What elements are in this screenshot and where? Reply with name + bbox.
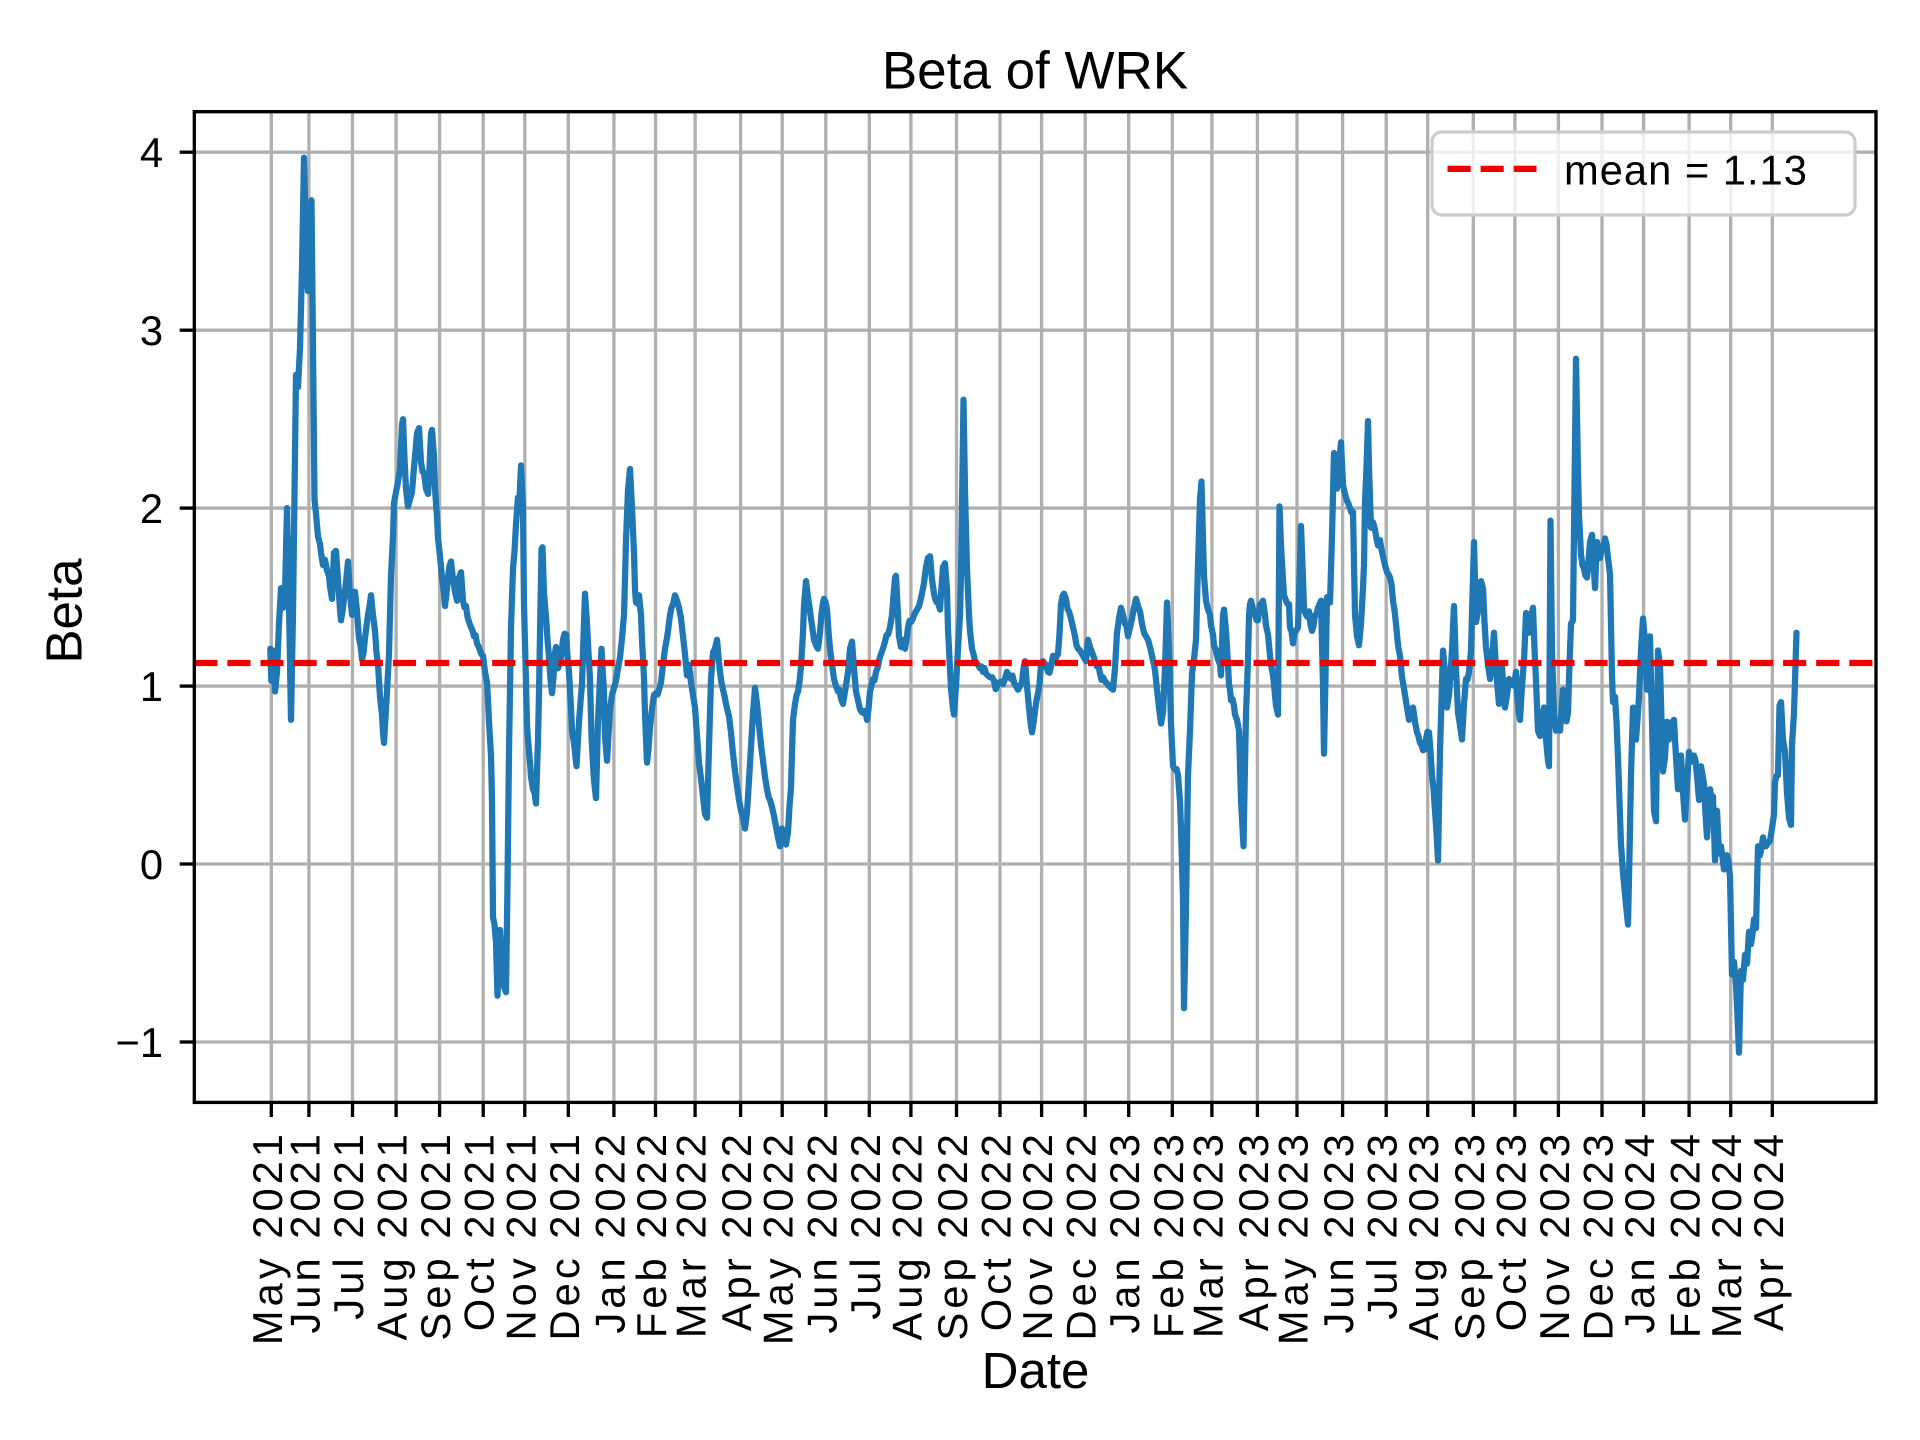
svg-text:Sep 2022: Sep 2022	[929, 1130, 976, 1341]
svg-text:Jul 2021: Jul 2021	[325, 1130, 372, 1320]
svg-text:Mar 2022: Mar 2022	[668, 1130, 715, 1338]
svg-text:Jun 2023: Jun 2023	[1315, 1130, 1362, 1334]
svg-text:Apr 2024: Apr 2024	[1745, 1130, 1792, 1331]
svg-text:Sep 2023: Sep 2023	[1446, 1130, 1493, 1341]
svg-text:1: 1	[140, 663, 163, 710]
svg-text:May 2023: May 2023	[1270, 1130, 1317, 1345]
svg-text:mean = 1.13: mean = 1.13	[1564, 146, 1808, 193]
svg-text:Jul 2023: Jul 2023	[1359, 1130, 1406, 1320]
svg-text:Nov 2023: Nov 2023	[1531, 1130, 1578, 1340]
svg-text:Dec 2022: Dec 2022	[1058, 1130, 1105, 1340]
svg-text:Jan 2024: Jan 2024	[1616, 1130, 1663, 1334]
svg-text:Oct 2022: Oct 2022	[973, 1130, 1020, 1331]
svg-text:Jan 2022: Jan 2022	[586, 1130, 633, 1334]
svg-text:0: 0	[140, 841, 163, 888]
svg-text:Aug 2023: Aug 2023	[1400, 1130, 1447, 1341]
svg-text:Oct 2023: Oct 2023	[1487, 1130, 1534, 1331]
svg-text:Apr 2023: Apr 2023	[1230, 1130, 1277, 1331]
svg-text:Jun 2021: Jun 2021	[281, 1130, 328, 1334]
svg-text:Aug 2022: Aug 2022	[883, 1130, 930, 1341]
svg-text:Nov 2022: Nov 2022	[1014, 1130, 1061, 1340]
svg-text:Apr 2022: Apr 2022	[713, 1130, 760, 1331]
svg-text:Dec 2021: Dec 2021	[541, 1130, 588, 1340]
svg-text:−1: −1	[115, 1019, 163, 1066]
svg-text:Dec 2023: Dec 2023	[1575, 1130, 1622, 1340]
svg-text:3: 3	[140, 307, 163, 354]
svg-text:Sep 2021: Sep 2021	[412, 1130, 459, 1341]
svg-text:Jul 2022: Jul 2022	[842, 1130, 889, 1320]
svg-text:2: 2	[140, 485, 163, 532]
svg-text:Oct 2021: Oct 2021	[456, 1130, 503, 1331]
svg-text:Jan 2023: Jan 2023	[1101, 1130, 1148, 1334]
svg-text:Feb 2022: Feb 2022	[628, 1130, 675, 1338]
svg-text:May 2022: May 2022	[755, 1130, 802, 1345]
svg-text:4: 4	[140, 129, 163, 176]
svg-text:Feb 2023: Feb 2023	[1145, 1130, 1192, 1338]
svg-text:Beta: Beta	[36, 558, 93, 664]
svg-text:Aug 2021: Aug 2021	[369, 1130, 416, 1341]
svg-text:May 2021: May 2021	[244, 1130, 291, 1345]
svg-text:Nov 2021: Nov 2021	[497, 1130, 544, 1340]
svg-text:Mar 2023: Mar 2023	[1184, 1130, 1231, 1338]
svg-text:Feb 2024: Feb 2024	[1662, 1130, 1709, 1338]
svg-text:Date: Date	[982, 1342, 1090, 1399]
svg-text:Jun 2022: Jun 2022	[798, 1130, 845, 1334]
svg-text:Beta of WRK: Beta of WRK	[882, 42, 1188, 101]
svg-text:Mar 2024: Mar 2024	[1703, 1130, 1750, 1338]
